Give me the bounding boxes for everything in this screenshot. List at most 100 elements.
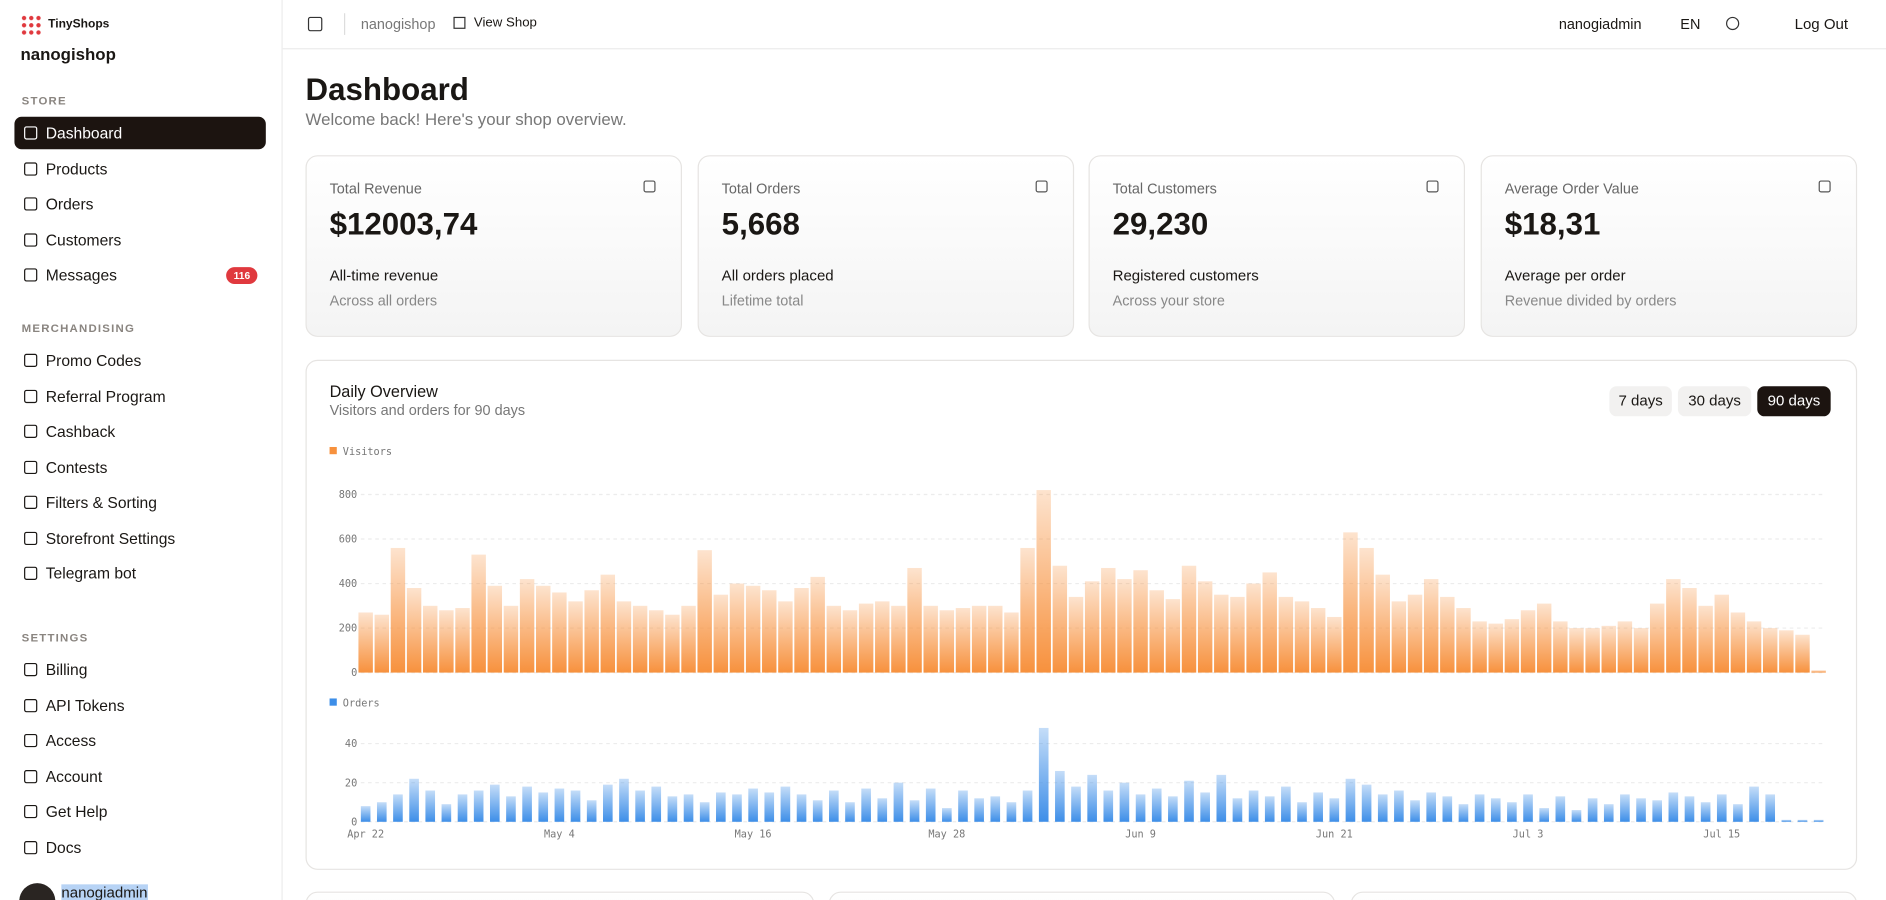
view-shop[interactable]: View Shop [473, 15, 537, 31]
bar [697, 550, 712, 673]
nav-item[interactable]: Customers [14, 223, 265, 255]
nav-label: Storefront Settings [45, 528, 176, 547]
nav-label: Messages [45, 265, 117, 284]
bar [1084, 581, 1100, 673]
nav-item[interactable]: Telegram bot [14, 557, 265, 589]
bar [1555, 796, 1566, 822]
bar [651, 786, 662, 822]
bar [974, 798, 984, 822]
nav-icon [24, 733, 38, 748]
nav-item[interactable]: Orders [14, 188, 265, 220]
bar [1197, 581, 1213, 673]
stat-caption: Average per order [1504, 267, 1626, 284]
bar [925, 788, 936, 822]
nav-item[interactable]: Dashboard [14, 116, 266, 150]
bar [1394, 790, 1404, 822]
nav-icon [24, 495, 38, 509]
bar [683, 794, 694, 822]
bar [1553, 621, 1568, 673]
section-title: MERCHANDISING [21, 322, 136, 336]
bar [1504, 619, 1520, 673]
bar [1472, 621, 1487, 673]
bar [1762, 628, 1778, 673]
section-title: STORE [21, 95, 67, 109]
bar [1087, 774, 1097, 822]
nav-icon [24, 804, 38, 819]
bar [471, 554, 486, 673]
bar [1036, 490, 1051, 673]
bar [762, 590, 777, 673]
nav-icon [24, 232, 38, 247]
bar [665, 614, 680, 673]
nav-item[interactable]: Access [14, 724, 265, 756]
bar [1733, 804, 1743, 822]
nav-item[interactable]: Docs [14, 831, 265, 863]
nav-item[interactable]: Products [14, 152, 265, 184]
nav-icon [24, 353, 38, 367]
logo [20, 14, 43, 37]
bar [729, 583, 745, 673]
nav-item[interactable]: Contests [14, 451, 265, 483]
bar [1536, 603, 1552, 673]
bar [812, 800, 823, 822]
bar [522, 786, 532, 822]
range-button[interactable]: 90 days [1757, 386, 1831, 417]
nav-item[interactable]: Storefront Settings [14, 522, 265, 554]
bar [1343, 532, 1358, 673]
bar [619, 778, 629, 822]
bar [1440, 596, 1455, 673]
nav-icon [24, 840, 38, 854]
bar [1230, 596, 1245, 673]
stat-icon [643, 180, 656, 193]
bar [1569, 628, 1584, 673]
sidebar-toggle[interactable] [307, 16, 323, 32]
legend-swatch [329, 446, 337, 455]
bar [1746, 621, 1762, 673]
nav-label: Customers [45, 230, 122, 249]
y-tick-label: 600 [339, 535, 357, 546]
bar [1297, 802, 1307, 822]
nav-item[interactable]: Billing [14, 653, 265, 685]
bar [1200, 792, 1210, 822]
bar [1004, 612, 1019, 673]
bar [439, 610, 454, 673]
nav-item[interactable]: Referral Program [14, 380, 265, 412]
bar [1246, 583, 1261, 673]
nav-item[interactable]: Get Help [14, 795, 265, 827]
bottom-card [828, 891, 1336, 900]
bar [649, 610, 664, 673]
bar [358, 612, 373, 673]
bar [1184, 780, 1194, 822]
bar [1682, 588, 1697, 673]
logout[interactable]: Log Out [1794, 15, 1849, 33]
bar [1507, 802, 1517, 822]
nav-label: Billing [45, 660, 88, 679]
bar [1539, 808, 1549, 822]
nav-item[interactable]: Cashback [14, 415, 265, 447]
nav-item[interactable]: API Tokens [14, 689, 265, 721]
nav-label: API Tokens [45, 696, 125, 715]
nav-item[interactable]: Messages 116 [14, 259, 265, 291]
page-title: Dashboard [305, 70, 469, 108]
bar [1310, 608, 1326, 673]
stat-card [1480, 155, 1858, 337]
bar [1262, 572, 1277, 673]
legend-label: Visitors [343, 447, 392, 458]
nav-item[interactable]: Filters & Sorting [14, 486, 265, 518]
bar [907, 567, 922, 673]
stat-note: Across all orders [329, 292, 438, 310]
nav-item[interactable]: Account [14, 760, 265, 792]
range-button[interactable]: 7 days [1609, 386, 1672, 417]
bar [745, 585, 761, 673]
y-tick-label: 0 [351, 817, 357, 828]
x-tick-label: Jul 15 [1703, 829, 1740, 840]
bar [1649, 603, 1665, 673]
theme-toggle[interactable] [1726, 16, 1740, 31]
bar [1410, 800, 1420, 822]
nav-item[interactable]: Promo Codes [14, 344, 265, 376]
bar [939, 610, 955, 673]
language[interactable]: EN [1680, 15, 1701, 33]
x-tick-label: Jun 21 [1316, 829, 1353, 840]
range-button[interactable]: 30 days [1677, 386, 1752, 417]
